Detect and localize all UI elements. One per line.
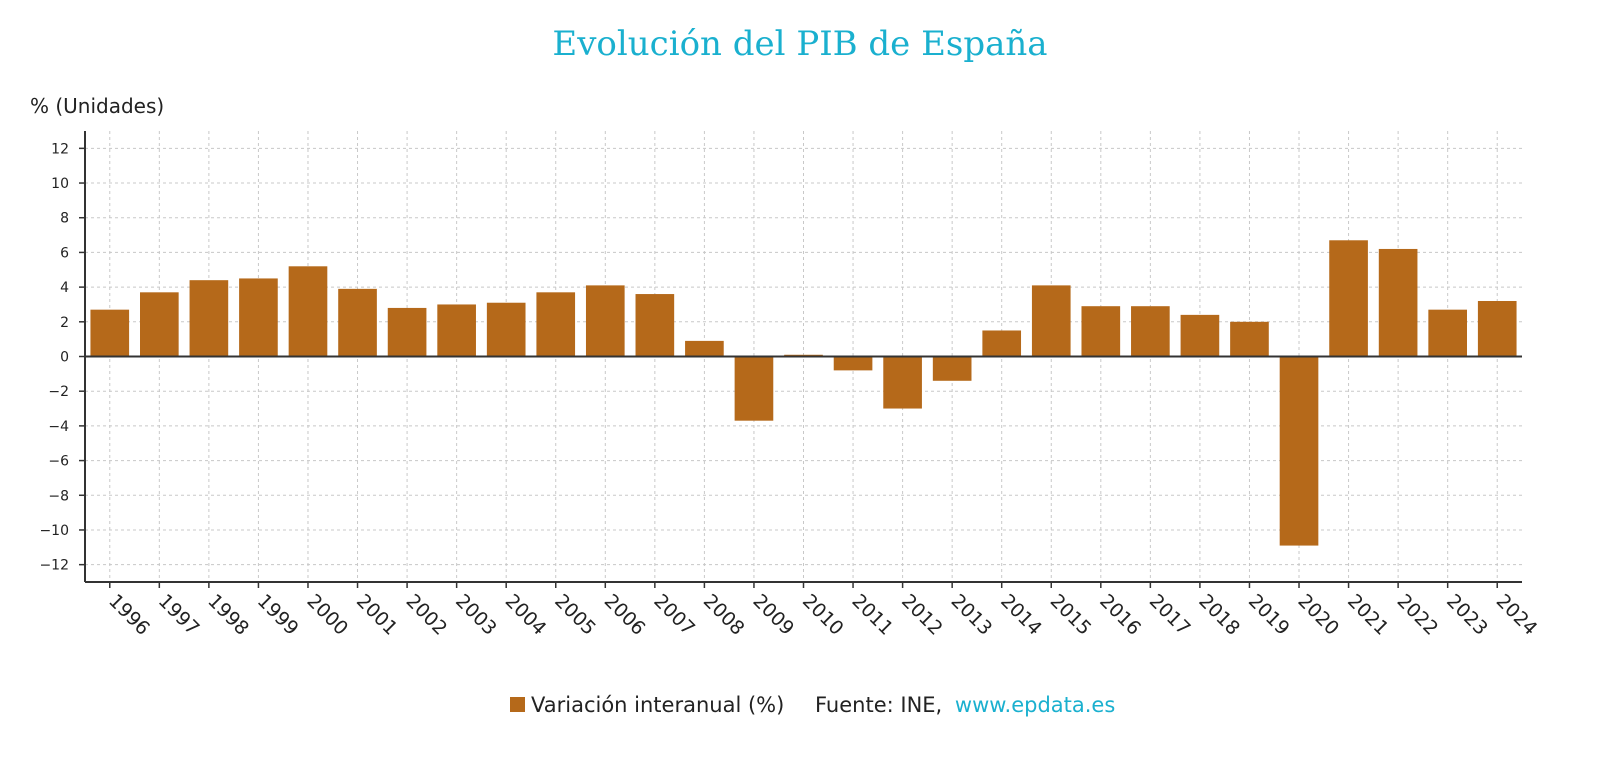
- y-tick-label: −4: [48, 419, 69, 435]
- bar-2024: [1477, 300, 1517, 357]
- bar-1998: [189, 280, 229, 357]
- x-tick-label: 2017: [1145, 590, 1195, 640]
- bar-2014: [982, 330, 1022, 357]
- bar-2019: [1230, 321, 1269, 357]
- x-tick-label: 2023: [1442, 590, 1492, 640]
- bar-2012: [883, 356, 922, 409]
- source-note: Fuente: INE, www.epdata.es: [815, 693, 1115, 717]
- bar-2015: [1031, 285, 1071, 357]
- bar-2021: [1329, 240, 1368, 357]
- x-tick-label: 2003: [451, 590, 501, 640]
- x-tick-label: 2001: [352, 590, 402, 640]
- y-tick-label: −10: [39, 523, 69, 539]
- x-tick-label: 2019: [1244, 590, 1294, 640]
- bar-2013: [932, 356, 972, 381]
- bar-2003: [437, 304, 476, 357]
- bar-2017: [1131, 306, 1170, 357]
- y-tick-label: −6: [48, 454, 69, 470]
- bar-2004: [486, 302, 526, 357]
- bars: [90, 240, 1517, 546]
- bar-2002: [387, 307, 427, 357]
- x-tick-label: 2021: [1343, 590, 1393, 640]
- y-tick-label: −8: [48, 488, 69, 504]
- bar-2011: [833, 356, 873, 371]
- bar-2016: [1081, 306, 1121, 357]
- x-tick-labels: 1996 1997 1998 1999 2000 2001 2002 2003 2004 2005…: [104, 590, 1541, 640]
- y-tick-label: 4: [60, 280, 69, 296]
- bar-1996: [90, 309, 130, 357]
- x-tick-label: 2010: [798, 590, 848, 640]
- bar-1999: [239, 278, 278, 357]
- bar-2022: [1378, 248, 1418, 357]
- x-tick-label: 2015: [1046, 590, 1096, 640]
- x-tick-label: 2016: [1095, 590, 1145, 640]
- x-tick-label: 1996: [104, 590, 154, 640]
- bar-2009: [734, 356, 774, 421]
- x-tick-label: 2000: [302, 590, 352, 640]
- x-tick-label: 2022: [1393, 590, 1443, 640]
- x-tick-label: 2008: [699, 590, 749, 640]
- x-tick-label: 2013: [947, 590, 997, 640]
- x-tick-label: 2012: [897, 590, 947, 640]
- x-tick-label: 2006: [600, 590, 650, 640]
- y-tick-label: −2: [48, 384, 69, 400]
- y-axis-label: % (Unidades): [30, 94, 164, 118]
- bar-2023: [1428, 309, 1467, 357]
- y-tick-label: 12: [51, 141, 69, 157]
- x-tick-label: 2004: [501, 590, 551, 640]
- bar-2001: [338, 288, 377, 357]
- x-tick-label: 2011: [848, 590, 898, 640]
- bar-2000: [288, 266, 328, 357]
- y-tick-labels: 12 10 8 6 4 2 0 −2 −4 −6 −8 −10 −12: [39, 141, 69, 573]
- source-link[interactable]: www.epdata.es: [955, 693, 1115, 717]
- y-tick-label: −12: [39, 558, 69, 574]
- axes: [79, 131, 1522, 588]
- y-tick-label: 0: [60, 350, 69, 366]
- legend: Variación interanual (%) Fuente: INE, ww…: [510, 693, 1115, 717]
- x-tick-label: 2009: [748, 590, 798, 640]
- source-prefix: Fuente: INE,: [815, 693, 942, 717]
- chart-title: Evolución del PIB de España: [552, 24, 1047, 64]
- bar-2005: [536, 292, 576, 357]
- bar-2018: [1180, 314, 1220, 357]
- x-tick-label: 2002: [402, 590, 452, 640]
- x-tick-label: 1999: [253, 590, 303, 640]
- x-tick-label: 2024: [1492, 590, 1542, 640]
- y-tick-label: 6: [60, 245, 69, 261]
- x-tick-label: 2018: [1194, 590, 1244, 640]
- bar-1997: [140, 292, 179, 357]
- bar-2006: [585, 285, 625, 357]
- x-tick-label: 1998: [203, 590, 253, 640]
- x-tick-label: 2005: [550, 590, 600, 640]
- x-tick-label: 2014: [996, 590, 1046, 640]
- y-tick-label: 8: [60, 211, 69, 227]
- bar-2007: [635, 294, 675, 357]
- x-tick-label: 1997: [154, 590, 204, 640]
- x-tick-label: 2020: [1293, 590, 1343, 640]
- bar-2020: [1279, 356, 1319, 546]
- y-tick-label: 10: [51, 176, 69, 192]
- y-tick-label: 2: [60, 315, 69, 331]
- x-tick-label: 2007: [649, 590, 699, 640]
- legend-swatch: [510, 697, 525, 712]
- bar-2008: [685, 340, 724, 357]
- legend-label: Variación interanual (%): [531, 693, 784, 717]
